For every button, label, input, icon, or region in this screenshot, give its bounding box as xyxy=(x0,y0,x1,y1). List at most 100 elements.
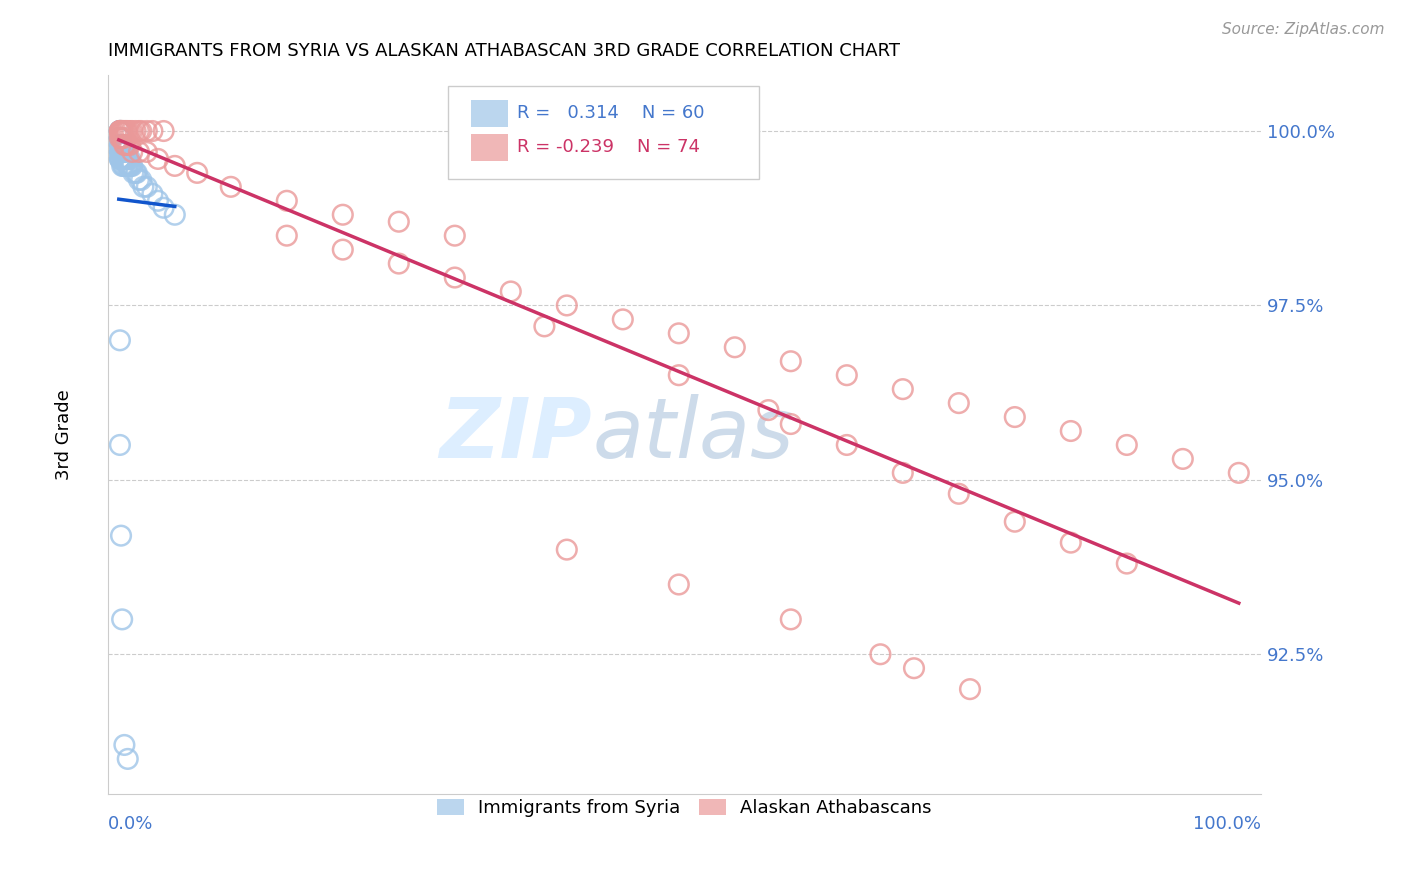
Point xyxy=(117,124,139,138)
Point xyxy=(108,152,131,166)
Text: 0.0%: 0.0% xyxy=(108,815,153,833)
Point xyxy=(135,124,157,138)
Point xyxy=(112,152,135,166)
Point xyxy=(114,124,136,138)
Point xyxy=(219,179,242,194)
Point xyxy=(108,131,131,145)
Point xyxy=(111,152,134,166)
Point xyxy=(112,159,135,173)
Point xyxy=(835,438,858,452)
Point xyxy=(948,396,970,410)
Point xyxy=(114,145,136,159)
Point xyxy=(891,466,914,480)
Point xyxy=(118,159,141,173)
Point xyxy=(332,208,354,222)
Point xyxy=(276,194,298,208)
FancyBboxPatch shape xyxy=(471,101,508,127)
Point xyxy=(108,131,131,145)
Point xyxy=(110,138,132,153)
Point xyxy=(276,228,298,243)
Point xyxy=(959,682,981,697)
Point xyxy=(128,145,150,159)
Point xyxy=(108,138,131,153)
Point xyxy=(108,124,131,138)
Point xyxy=(128,124,150,138)
Point xyxy=(120,159,142,173)
Point xyxy=(108,131,131,145)
Point xyxy=(110,124,132,138)
Point xyxy=(112,138,135,153)
Point xyxy=(108,145,131,159)
Point xyxy=(112,152,135,166)
Point xyxy=(108,124,131,138)
Point xyxy=(108,124,131,138)
Point xyxy=(146,152,169,166)
Point xyxy=(499,285,522,299)
Point xyxy=(117,159,139,173)
Point xyxy=(443,228,465,243)
Point xyxy=(533,319,555,334)
Point xyxy=(1060,424,1083,438)
Point xyxy=(128,173,150,187)
Point xyxy=(129,173,152,187)
Point xyxy=(124,124,146,138)
Point xyxy=(111,159,134,173)
Text: 3rd Grade: 3rd Grade xyxy=(55,389,73,480)
Point xyxy=(121,159,143,173)
Point xyxy=(117,138,139,153)
Point xyxy=(110,145,132,159)
Text: Source: ZipAtlas.com: Source: ZipAtlas.com xyxy=(1222,22,1385,37)
Point xyxy=(112,131,135,145)
Text: 100.0%: 100.0% xyxy=(1194,815,1261,833)
Point xyxy=(948,487,970,501)
Point xyxy=(668,577,690,591)
Point xyxy=(117,152,139,166)
Point xyxy=(135,179,157,194)
Point xyxy=(146,194,169,208)
Point xyxy=(111,131,134,145)
Point xyxy=(112,159,135,173)
Point xyxy=(111,124,134,138)
Point xyxy=(779,612,801,626)
Point xyxy=(443,270,465,285)
Point xyxy=(112,124,135,138)
Point xyxy=(903,661,925,675)
Point xyxy=(108,124,131,138)
Point xyxy=(115,152,138,166)
Point xyxy=(118,159,141,173)
Point xyxy=(668,368,690,383)
Point xyxy=(112,738,135,752)
Point xyxy=(108,152,131,166)
Point xyxy=(869,647,891,661)
Point xyxy=(112,124,135,138)
Point xyxy=(108,438,131,452)
Point xyxy=(1115,557,1137,571)
Point xyxy=(121,145,143,159)
Point xyxy=(117,752,139,766)
Point xyxy=(108,145,131,159)
Point xyxy=(835,368,858,383)
Point xyxy=(111,124,134,138)
Point xyxy=(758,403,780,417)
Point xyxy=(122,166,145,180)
Point xyxy=(108,124,131,138)
Point xyxy=(163,159,186,173)
Point xyxy=(108,131,131,145)
Point xyxy=(891,382,914,396)
Point xyxy=(110,152,132,166)
Legend: Immigrants from Syria, Alaskan Athabascans: Immigrants from Syria, Alaskan Athabasca… xyxy=(430,791,939,824)
Point xyxy=(111,612,134,626)
Point xyxy=(110,138,132,153)
Point xyxy=(163,208,186,222)
Point xyxy=(111,145,134,159)
Point xyxy=(555,298,578,312)
Point xyxy=(110,145,132,159)
Point xyxy=(388,256,411,270)
Point xyxy=(125,166,148,180)
Point xyxy=(118,152,141,166)
Point xyxy=(110,131,132,145)
Point xyxy=(1115,438,1137,452)
Point xyxy=(668,326,690,341)
Point xyxy=(115,159,138,173)
Text: R =   0.314    N = 60: R = 0.314 N = 60 xyxy=(517,104,704,122)
